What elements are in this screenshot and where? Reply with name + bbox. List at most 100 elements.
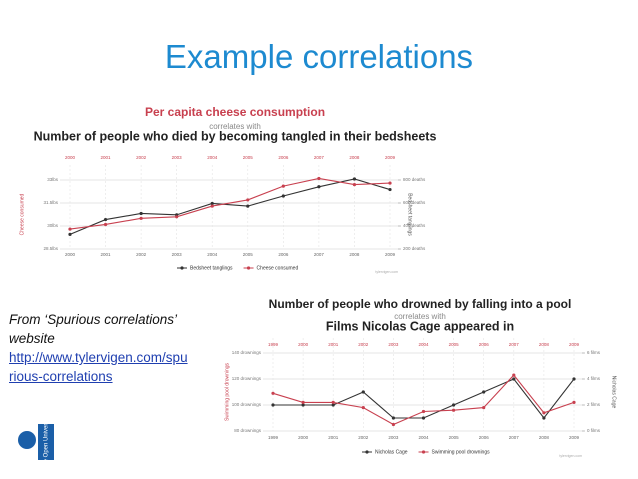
chart-title: Number of people who died by becoming ta… [34, 129, 437, 143]
x-top-label: 2008 [539, 342, 550, 347]
y-tick-label: 80 drownings [234, 428, 262, 433]
y-tick-label: 31.5lbs [43, 200, 58, 205]
x-top-label: 2002 [358, 342, 369, 347]
x-tick-label: 2000 [65, 252, 76, 257]
x-top-label: 2000 [298, 342, 309, 347]
chart-title: Films Nicolas Cage appeared in [326, 319, 514, 333]
y-tick-label: 30lbs [47, 223, 59, 228]
legend-label: Swimming pool drownings [432, 449, 491, 455]
y2-tick-label: 800 deaths [403, 177, 426, 182]
data-point [246, 204, 250, 208]
data-point [68, 232, 72, 236]
data-point [388, 187, 392, 192]
data-point [139, 216, 143, 220]
link[interactable]: http://www.tylervigen.com/spurious-corre… [9, 350, 188, 384]
y2-axis-title: Nicholas Cage [611, 376, 617, 409]
data-point [317, 185, 321, 189]
data-point [317, 176, 321, 181]
logo-block [38, 424, 54, 460]
data-point [572, 400, 576, 404]
data-point [175, 215, 179, 219]
x-top-label: 2001 [101, 155, 112, 160]
y2-axis-title: Bedsheet tanglings [407, 193, 413, 236]
chart-title: Per capita cheese consumption [145, 105, 325, 119]
x-top-label: 2007 [509, 342, 520, 347]
x-tick-label: 2003 [388, 435, 399, 440]
x-top-label: 2003 [388, 342, 399, 347]
x-tick-label: 2007 [509, 435, 520, 440]
data-point [352, 177, 357, 181]
data-point [301, 400, 305, 404]
x-tick-label: 2002 [136, 252, 147, 257]
data-point [210, 201, 214, 206]
data-point [271, 403, 275, 407]
y2-tick-label: 4 films [587, 376, 601, 381]
x-top-label: 2004 [207, 155, 218, 160]
y-tick-label: 100 drownings [232, 402, 262, 407]
y-tick-label: 140 drownings [232, 350, 262, 355]
y-axis-title: Swimming pool drownings [224, 362, 230, 421]
x-tick-label: 2006 [479, 435, 490, 440]
data-point [512, 373, 516, 377]
chart-subtitle: correlates with [394, 312, 446, 321]
x-tick-label: 1999 [268, 435, 279, 440]
x-tick-label: 2008 [349, 252, 360, 257]
data-point [482, 406, 486, 410]
data-point [271, 391, 275, 395]
data-point [512, 377, 516, 381]
caption: From ‘Spurious correlations’ website [9, 312, 177, 346]
y2-tick-label: 2 films [587, 402, 601, 407]
y-tick-label: 120 drownings [232, 376, 262, 381]
x-top-label: 2000 [65, 155, 76, 160]
x-top-label: 2007 [314, 155, 325, 160]
data-point [331, 403, 335, 407]
x-tick-label: 2009 [569, 435, 580, 440]
legend-marker [246, 266, 251, 270]
x-tick-label: 2001 [328, 435, 339, 440]
x-top-label: 2003 [172, 155, 183, 160]
legend-marker [365, 450, 369, 454]
y2-tick-label: 200 deaths [403, 246, 426, 251]
chart-subtitle: correlates with [209, 122, 261, 131]
x-tick-label: 2007 [314, 252, 325, 257]
data-point [572, 377, 576, 381]
x-tick-label: 2000 [298, 435, 309, 440]
data-point [421, 416, 426, 420]
x-top-label: 2001 [328, 342, 339, 347]
x-top-label: 2006 [278, 155, 289, 160]
legend-marker [421, 450, 426, 454]
series-line [69, 177, 391, 230]
data-point [331, 400, 335, 404]
logo-mark [18, 431, 36, 449]
x-top-label: 2002 [136, 155, 147, 160]
x-tick-label: 2004 [418, 435, 429, 440]
series-line [69, 178, 391, 235]
x-top-label: 2009 [569, 342, 580, 347]
data-point [281, 184, 285, 188]
y2-tick-label: 6 films [587, 350, 601, 355]
x-tick-label: 2003 [172, 252, 183, 257]
x-top-label: 1999 [268, 342, 279, 347]
data-point [542, 416, 546, 420]
data-point [421, 409, 426, 414]
data-point [391, 416, 395, 420]
x-tick-label: 2005 [449, 435, 460, 440]
y-tick-label: 28.5lbs [43, 246, 58, 251]
x-top-label: 2009 [385, 155, 396, 160]
y2-tick-label: 400 deaths [403, 223, 426, 228]
data-point [210, 204, 214, 208]
y2-tick-label: 600 deaths [403, 200, 426, 205]
source: tylervigen.com [559, 454, 582, 458]
chart-title: Number of people who drowned by falling … [269, 297, 572, 311]
data-point [542, 411, 546, 415]
x-top-label: 2005 [243, 155, 254, 160]
legend-label: Nicholas Cage [375, 449, 408, 455]
source: tylervigen.com [375, 270, 398, 274]
legend-marker [180, 266, 184, 270]
x-tick-label: 2008 [539, 435, 550, 440]
data-point [68, 227, 72, 231]
legend-label: Bedsheet tanglings [190, 265, 233, 271]
data-point [388, 181, 392, 185]
